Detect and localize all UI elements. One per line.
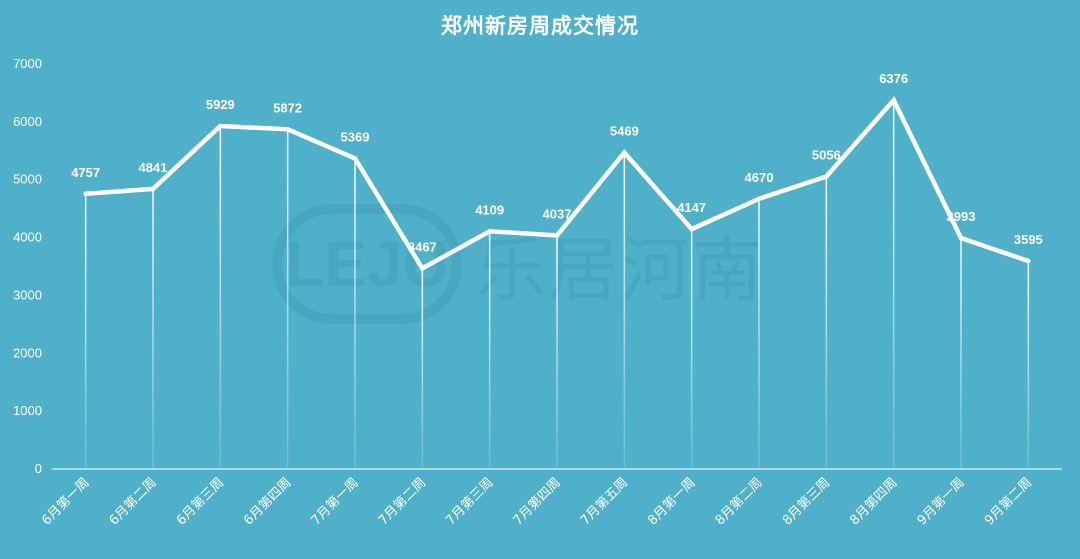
y-tick-label: 7000 xyxy=(13,56,42,71)
x-tick-label: 9月第二周 xyxy=(982,475,1035,528)
y-tick-label: 6000 xyxy=(13,114,42,129)
x-tick-label: 8月第二周 xyxy=(713,475,766,528)
data-label: 3595 xyxy=(1014,232,1043,247)
drop-line xyxy=(623,152,626,469)
x-tick-label: 6月第二周 xyxy=(107,475,160,528)
data-point xyxy=(83,191,88,196)
data-point xyxy=(555,233,559,238)
data-label: 5056 xyxy=(812,147,841,162)
data-label: 3467 xyxy=(408,239,437,254)
data-point xyxy=(353,156,357,161)
data-point xyxy=(218,123,223,128)
x-tick-label: 7月第二周 xyxy=(376,475,429,528)
watermark-brand-text: 乐居河南 xyxy=(476,228,764,311)
drop-line xyxy=(960,237,962,469)
data-point xyxy=(285,127,290,132)
data-point xyxy=(959,235,963,240)
data-label: 5872 xyxy=(273,100,302,115)
data-label: 5369 xyxy=(341,129,370,144)
x-tick-label: 7月第四周 xyxy=(511,475,564,528)
drop-line xyxy=(152,188,154,469)
watermark-logo: LEJU xyxy=(272,204,462,324)
x-tick-label: 7月第三周 xyxy=(443,475,496,528)
data-point xyxy=(757,196,761,201)
drop-line xyxy=(892,100,895,470)
y-tick-label: 0 xyxy=(35,461,42,476)
data-point xyxy=(487,229,492,234)
drop-line xyxy=(488,231,491,469)
drop-line xyxy=(286,129,289,469)
y-tick-label: 2000 xyxy=(13,345,42,360)
data-label: 6376 xyxy=(879,71,908,86)
data-label: 4670 xyxy=(745,170,774,185)
data-point xyxy=(824,174,829,179)
data-label: 5929 xyxy=(206,97,235,112)
x-tick-label: 9月第一周 xyxy=(915,475,968,528)
data-label: 4841 xyxy=(139,160,168,175)
x-tick-label: 6月第一周 xyxy=(39,475,92,528)
data-label: 5469 xyxy=(610,124,639,139)
data-label: 3993 xyxy=(947,209,976,224)
chart-title: 郑州新房周成交情况 xyxy=(441,14,639,38)
drop-line xyxy=(690,229,693,469)
data-point xyxy=(891,98,896,103)
x-tick-label: 7月第五周 xyxy=(578,475,631,528)
data-label: 4147 xyxy=(677,200,706,215)
data-label: 4757 xyxy=(71,165,100,180)
x-tick-label: 7月第一周 xyxy=(309,475,362,528)
x-tick-label: 8月第三周 xyxy=(780,475,833,528)
y-tick-label: 3000 xyxy=(13,287,42,302)
data-label: 4037 xyxy=(543,206,572,221)
drop-line xyxy=(758,198,760,470)
x-tick-label: 8月第四周 xyxy=(847,475,900,528)
x-tick-label: 6月第四周 xyxy=(241,475,294,528)
drop-line xyxy=(354,158,356,470)
data-label: 4109 xyxy=(475,202,504,217)
y-tick-label: 4000 xyxy=(13,230,42,245)
y-tick-label: 5000 xyxy=(13,172,42,187)
watermark: LEJU 乐居河南 xyxy=(272,204,764,324)
drop-line xyxy=(219,125,222,469)
drop-line xyxy=(1027,261,1030,469)
x-tick-label: 6月第三周 xyxy=(174,475,227,528)
drop-line xyxy=(421,268,424,469)
data-point xyxy=(1026,259,1031,264)
drop-line xyxy=(556,235,558,469)
data-point xyxy=(689,227,694,232)
data-point xyxy=(420,266,425,271)
drop-line xyxy=(825,176,828,469)
data-point xyxy=(151,186,155,191)
y-tick-label: 1000 xyxy=(13,403,42,418)
data-point xyxy=(622,150,627,155)
x-tick-label: 8月第一周 xyxy=(645,475,698,528)
drop-line xyxy=(84,193,87,470)
